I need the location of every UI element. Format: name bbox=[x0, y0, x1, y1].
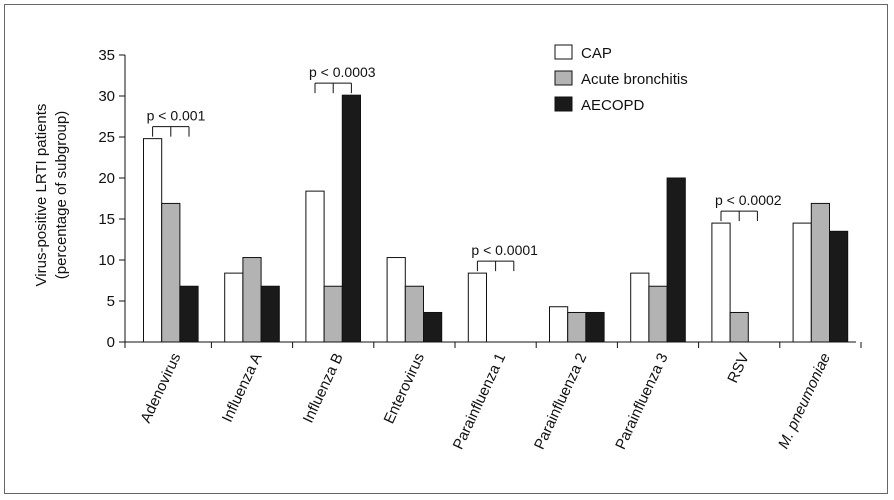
bar-acute-bronchitis-m-pneumoniae bbox=[810, 202, 830, 343]
y-tick-label: 5 bbox=[107, 293, 115, 310]
bar-aecopd-parainfluenza-2 bbox=[585, 311, 605, 343]
bar-acute-bronchitis-rsv bbox=[729, 311, 749, 343]
significance-bracket-parainfluenza-1: p < 0.0001 bbox=[471, 242, 538, 272]
x-tick-label-adenovirus: Adenovirus bbox=[137, 351, 184, 426]
bar-cap-adenovirus bbox=[143, 138, 163, 343]
bar-cap-influenza-b bbox=[305, 190, 325, 343]
y-axis-title-line2: (percentage of subgroup) bbox=[53, 111, 70, 279]
x-tick-label-parainfluenza-3: Parainfluenza 3 bbox=[612, 351, 671, 453]
y-tick-label: 0 bbox=[107, 334, 115, 351]
bar-aecopd-parainfluenza-3 bbox=[666, 177, 686, 343]
bar-acute-bronchitis-influenza-b bbox=[323, 285, 343, 343]
legend-label: Acute bronchitis bbox=[581, 71, 688, 88]
legend-item-acute-bronchitis: Acute bronchitis bbox=[554, 70, 688, 88]
y-axis-title-line1: Virus-positive LRTI patients bbox=[33, 104, 50, 287]
x-tick-label-influenza-b: Influenza B bbox=[300, 351, 347, 426]
y-axis-title: Virus-positive LRTI patients (percentage… bbox=[33, 104, 70, 287]
bar-acute-bronchitis-adenovirus bbox=[161, 202, 181, 343]
bar-cap-enterovirus bbox=[386, 257, 406, 343]
y-tick-label: 25 bbox=[98, 129, 115, 146]
bar-cap-rsv bbox=[711, 222, 731, 343]
bars bbox=[143, 94, 849, 343]
p-value-label: p < 0.0002 bbox=[715, 192, 782, 208]
significance-annotations: p < 0.001 p < 0.0003 p < 0.0001 p < 0.0002 bbox=[147, 64, 782, 272]
significance-bracket-adenovirus: p < 0.001 bbox=[147, 108, 206, 137]
y-tick-label: 30 bbox=[98, 88, 115, 105]
bar-acute-bronchitis-parainfluenza-3 bbox=[648, 285, 668, 343]
x-tick-label-parainfluenza-2: Parainfluenza 2 bbox=[531, 351, 590, 453]
legend: CAP Acute bronchitis AECOPD bbox=[554, 44, 688, 114]
y-tick-label: 35 bbox=[98, 47, 115, 64]
x-tick-label-rsv: RSV bbox=[724, 351, 752, 386]
y-tick-label: 10 bbox=[98, 252, 115, 269]
significance-bracket-rsv: p < 0.0002 bbox=[715, 192, 782, 222]
bar-cap-influenza-a bbox=[224, 272, 244, 343]
legend-item-cap: CAP bbox=[554, 44, 612, 62]
legend-swatch bbox=[554, 70, 573, 86]
x-tick-label-parainfluenza-1: Parainfluenza 1 bbox=[450, 351, 509, 453]
p-value-label: p < 0.001 bbox=[147, 108, 206, 124]
bar-aecopd-influenza-b bbox=[341, 94, 361, 343]
bar-cap-parainfluenza-1 bbox=[467, 272, 487, 343]
bar-acute-bronchitis-influenza-a bbox=[242, 257, 262, 343]
legend-swatch bbox=[554, 96, 573, 112]
significance-bracket-influenza-b: p < 0.0003 bbox=[309, 64, 376, 94]
bar-acute-bronchitis-parainfluenza-2 bbox=[567, 311, 587, 343]
bar-acute-bronchitis-enterovirus bbox=[404, 285, 424, 343]
bar-cap-parainfluenza-3 bbox=[630, 272, 650, 343]
bar-aecopd-enterovirus bbox=[423, 311, 443, 343]
legend-label: CAP bbox=[581, 45, 612, 62]
legend-item-aecopd: AECOPD bbox=[554, 96, 645, 114]
x-tick-label-enterovirus: Enterovirus bbox=[381, 351, 428, 427]
legend-swatch bbox=[554, 44, 573, 60]
legend-label: AECOPD bbox=[581, 97, 645, 114]
y-tick-label: 20 bbox=[98, 170, 115, 187]
bar-aecopd-influenza-a bbox=[260, 285, 280, 343]
p-value-label: p < 0.0003 bbox=[309, 64, 376, 80]
chart-frame bbox=[4, 4, 888, 494]
bar-cap-parainfluenza-2 bbox=[549, 306, 569, 343]
bar-aecopd-adenovirus bbox=[179, 285, 199, 343]
x-tick-label-m-pneumoniae: M. pneumoniae bbox=[775, 351, 834, 452]
y-tick-label: 15 bbox=[98, 211, 115, 228]
bar-aecopd-m-pneumoniae bbox=[829, 230, 849, 343]
bar-cap-m-pneumoniae bbox=[792, 222, 812, 343]
p-value-label: p < 0.0001 bbox=[471, 242, 538, 258]
x-tick-label-influenza-a: Influenza A bbox=[219, 351, 266, 425]
